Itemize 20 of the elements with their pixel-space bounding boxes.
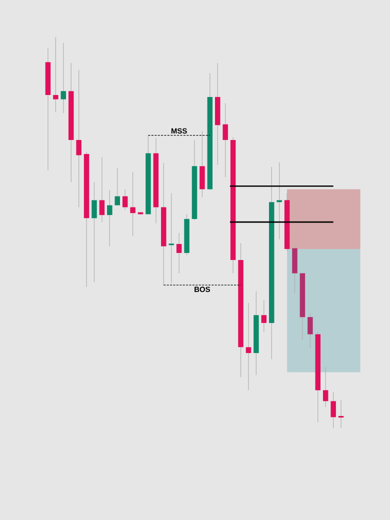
candlestick: [330, 392, 336, 428]
candlestick: [130, 172, 136, 236]
candlestick: [308, 312, 313, 348]
candlestick: [168, 192, 174, 284]
candlestick: [200, 130, 205, 198]
candlestick: [76, 70, 82, 208]
candlestick: [222, 102, 228, 178]
candlestick: [246, 302, 252, 390]
candlestick: [176, 232, 182, 274]
candlestick: [107, 190, 112, 247]
candlestick: [60, 42, 66, 114]
candlestick: [53, 36, 58, 113]
candlestick: [114, 168, 120, 206]
candlestick: [122, 188, 128, 210]
candlestick: [276, 162, 282, 240]
candlestick: [322, 366, 328, 408]
candlestick: [338, 400, 344, 428]
candlestick: [261, 300, 267, 332]
candlestick: [99, 156, 105, 222]
candlestick: [92, 182, 97, 283]
